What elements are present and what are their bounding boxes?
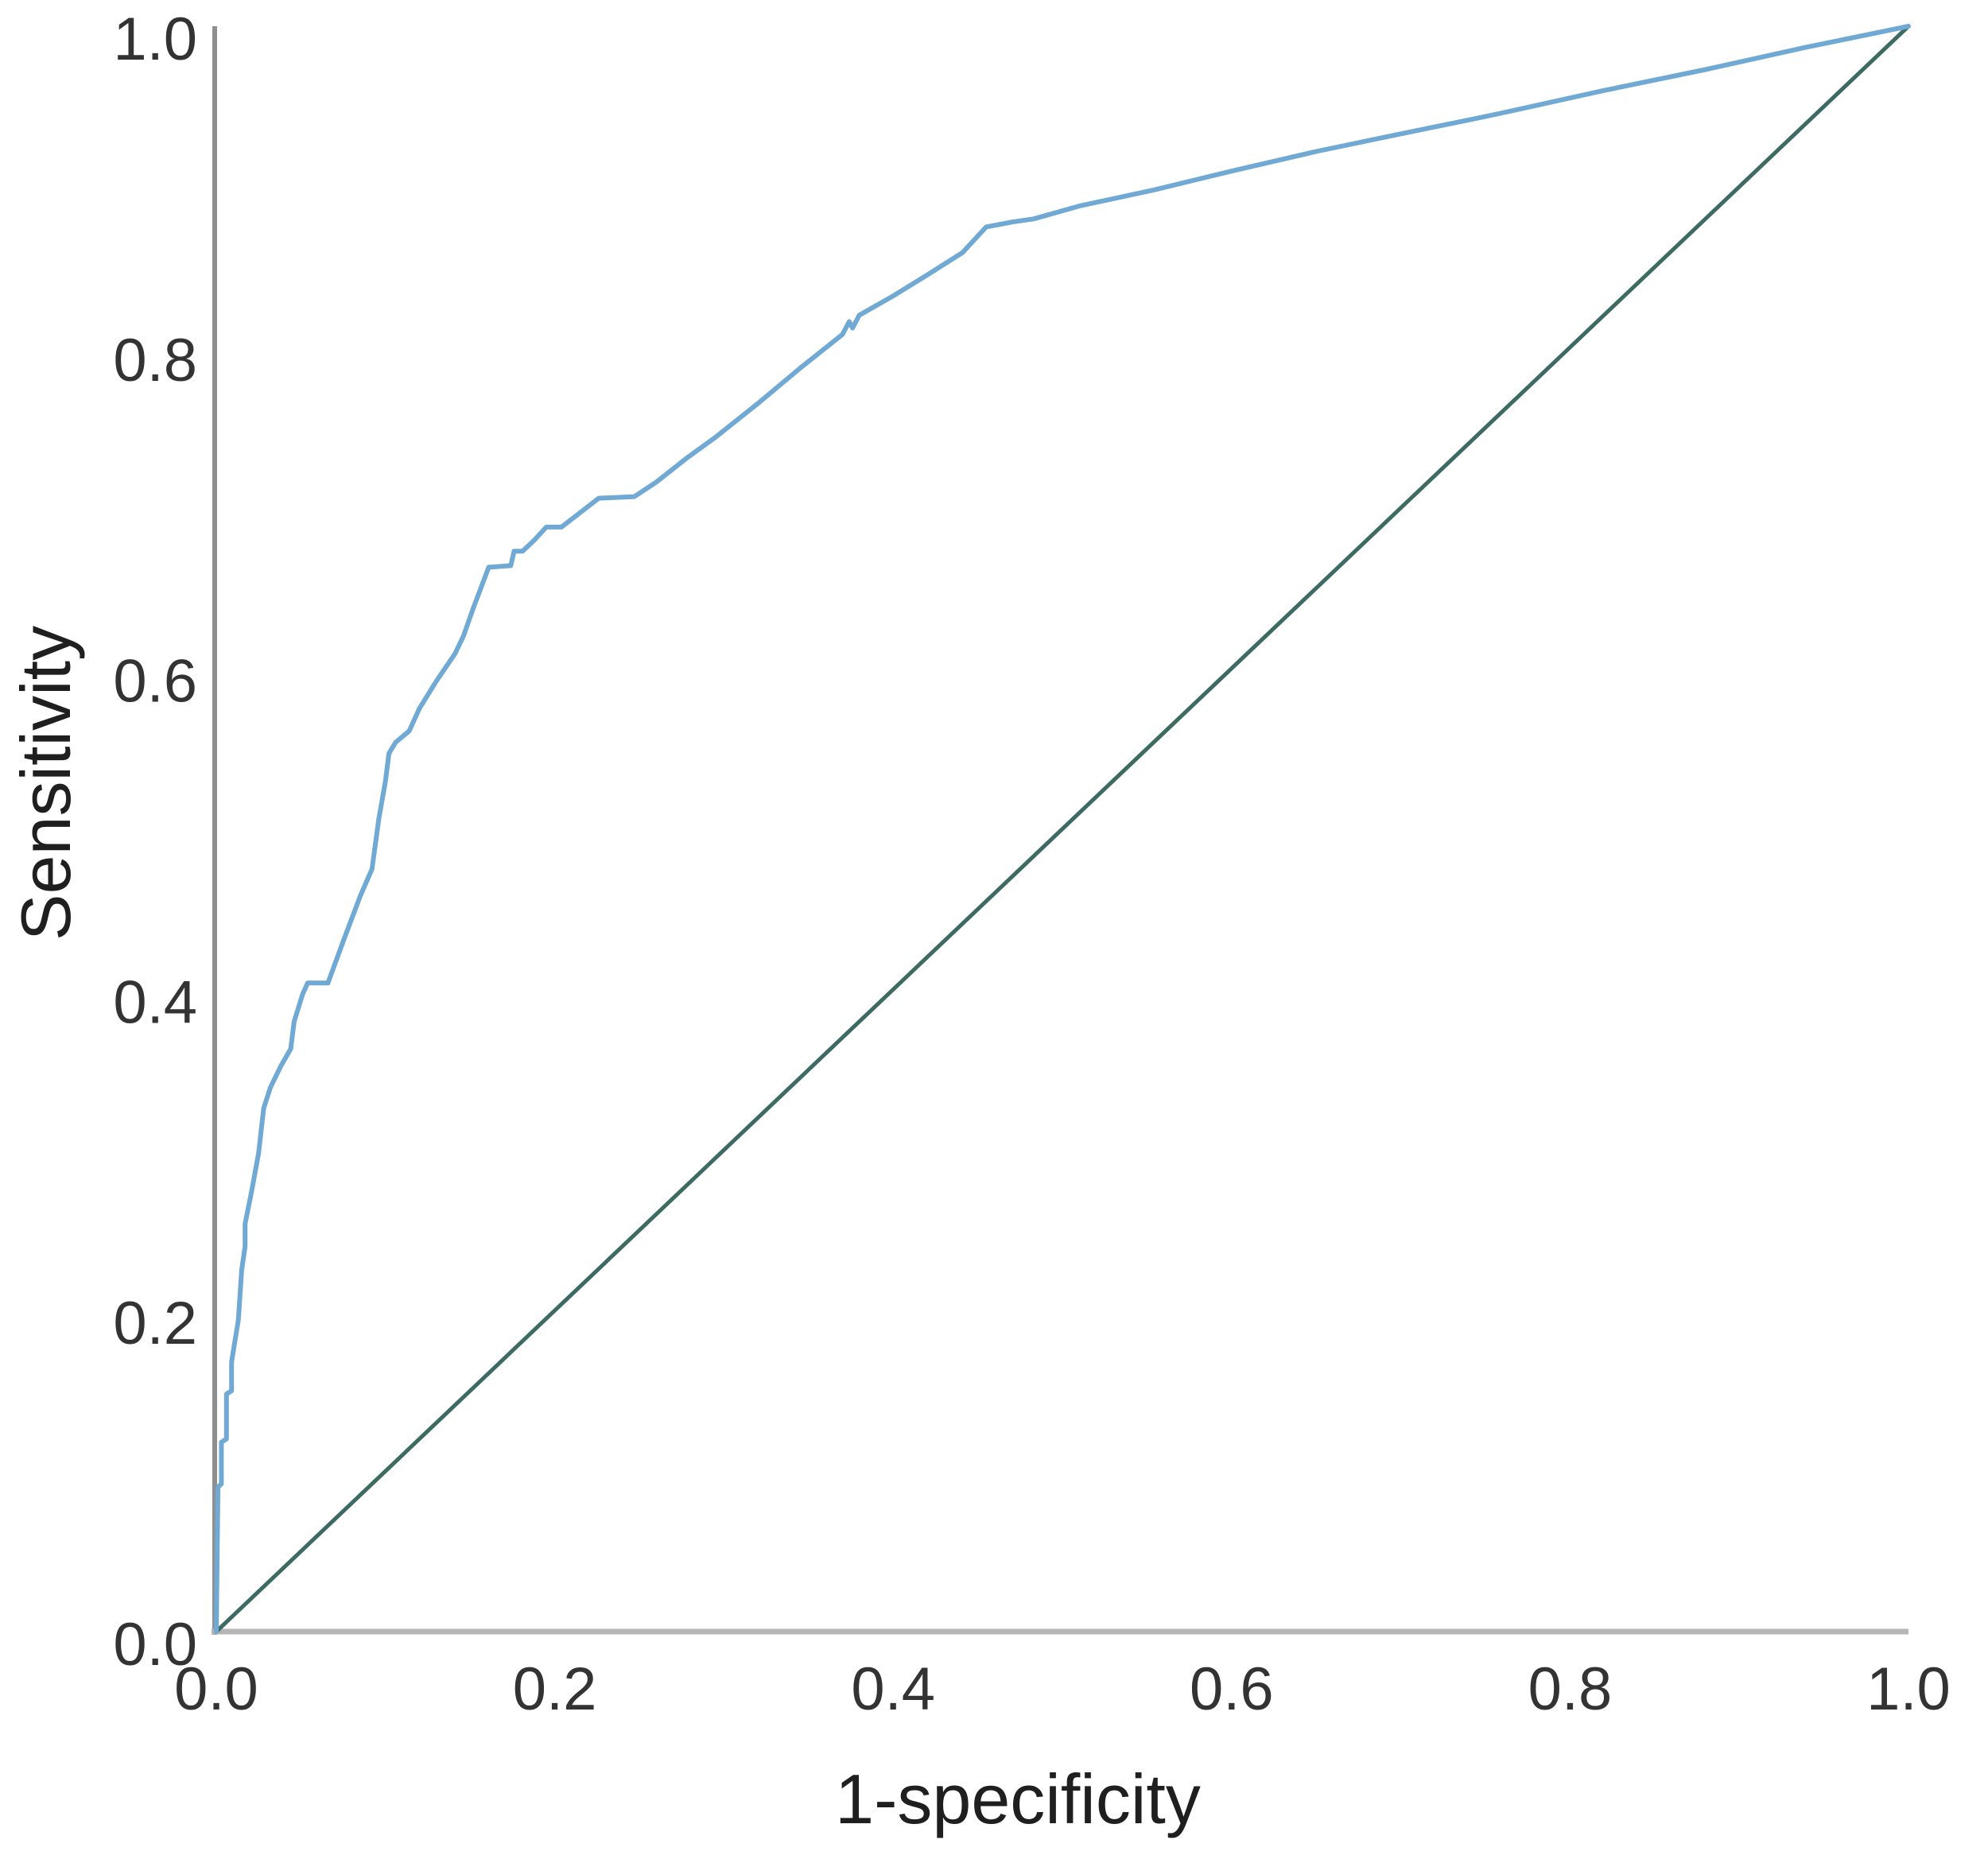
x-tick-label: 0.6 bbox=[1190, 1655, 1274, 1723]
y-tick-label: 1.0 bbox=[113, 6, 197, 73]
x-tick-label: 0.8 bbox=[1528, 1655, 1613, 1723]
y-tick-label: 0.6 bbox=[113, 648, 197, 716]
tick-layer: 0.0 0.2 0.4 0.6 0.8 1.0 0.0 0.2 0.4 0.6 0.8 1.0 bbox=[113, 6, 1950, 1723]
x-tick-label: 1.0 bbox=[1866, 1655, 1951, 1723]
x-tick-label: 0.4 bbox=[851, 1655, 935, 1723]
reference-diagonal-line bbox=[214, 24, 1911, 1634]
axes-layer bbox=[212, 26, 1908, 1635]
y-tick-label: 0.2 bbox=[113, 1290, 197, 1357]
y-tick-label: 0.0 bbox=[113, 1611, 197, 1679]
roc-curve-line bbox=[214, 24, 1911, 1634]
y-axis-title: Sensitivity bbox=[6, 626, 85, 941]
y-tick-label: 0.8 bbox=[113, 327, 197, 394]
y-tick-label: 0.4 bbox=[113, 968, 197, 1036]
series-layer bbox=[214, 24, 1911, 1634]
x-tick-label: 0.2 bbox=[513, 1655, 597, 1723]
x-tick-label: 0.0 bbox=[174, 1655, 258, 1723]
x-axis-title: 1-specificity bbox=[835, 1760, 1201, 1838]
